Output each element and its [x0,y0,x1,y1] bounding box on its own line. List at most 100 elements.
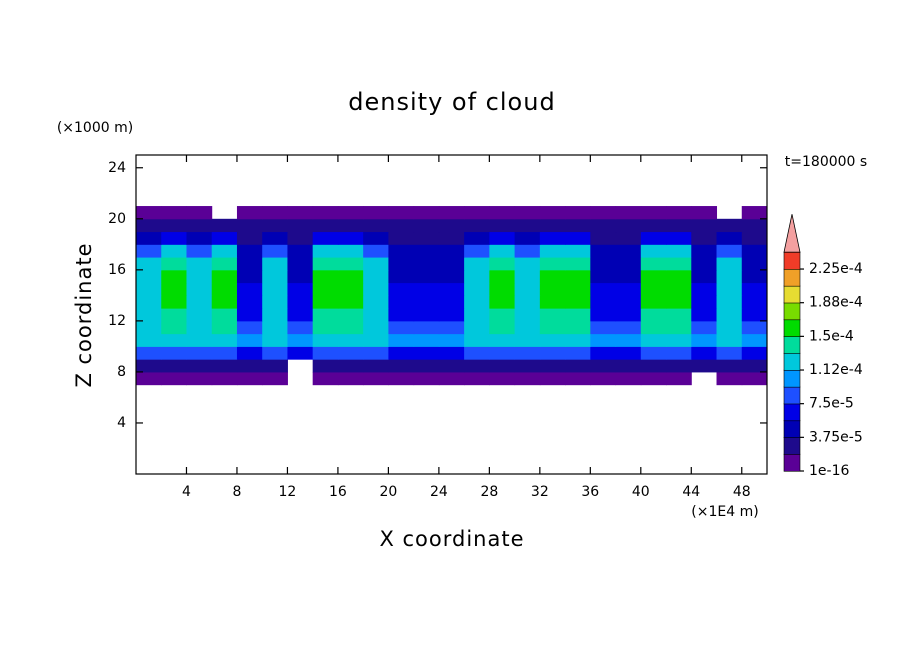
cell [514,244,541,258]
cell [590,320,617,335]
cell [211,308,238,322]
cell [388,308,415,322]
cell [161,269,187,284]
cell [539,244,566,258]
cell [489,231,516,245]
cell [438,333,465,347]
cell [186,218,213,233]
cell [666,346,692,360]
cell [236,295,263,309]
cell [363,320,389,335]
cell [539,257,566,271]
cell [615,269,642,284]
cell [438,231,465,245]
cell [691,295,718,309]
cell [489,282,516,296]
cell [262,269,288,284]
cell [565,333,591,347]
cell [186,206,213,220]
cell [691,333,718,347]
cell [640,282,667,296]
cell [464,206,490,220]
cell [640,346,667,360]
cell [438,346,465,360]
cell [161,359,187,373]
cell [236,218,263,233]
cell [262,320,288,335]
cell [514,359,541,373]
cell [136,333,162,347]
cell [464,282,490,296]
cell [186,295,213,309]
colorbar-band [783,453,801,472]
cell [161,295,187,309]
cell [539,282,566,296]
cell [186,346,213,360]
cell [590,371,617,386]
y-tick-label: 12 [108,313,126,329]
cell [136,218,162,233]
cell [464,244,490,258]
colorbar-band [783,285,801,304]
cell [236,282,263,296]
cell [413,295,440,309]
cell [666,257,692,271]
cell [514,371,541,386]
cell [741,269,768,284]
cell [640,269,667,284]
cell [388,231,415,245]
y-tick-label: 24 [108,160,126,176]
cell [186,269,213,284]
x-tick-label: 4 [182,484,191,500]
cell [514,231,541,245]
cell [413,231,440,245]
cell [615,282,642,296]
cell [539,359,566,373]
cell [161,282,187,296]
colorbar-band [783,302,801,321]
x-tick-label: 36 [581,484,599,500]
cell [413,269,440,284]
cell [666,295,692,309]
cell [464,333,490,347]
cell [590,295,617,309]
cell [716,308,743,322]
cell [489,218,516,233]
cell [640,206,667,220]
cell [590,346,617,360]
colorbar-band [783,369,801,388]
cell [287,269,314,284]
cell [262,346,288,360]
cell [565,282,591,296]
x-unit: (×1E4 m) [691,504,758,520]
cell [691,346,718,360]
cell [388,218,415,233]
cell [615,320,642,335]
cell [388,282,415,296]
field [136,206,768,386]
cell [161,257,187,271]
cell [615,333,642,347]
cell [716,269,743,284]
cell [262,206,288,220]
cell [640,320,667,335]
cell [236,257,263,271]
cell [262,282,288,296]
cell [413,371,440,386]
x-tick-label: 44 [682,484,700,500]
cell [464,257,490,271]
cell [565,257,591,271]
y-axis-title: Z coordinate [72,242,96,387]
cell [136,269,162,284]
time-label: t=180000 s [785,154,867,170]
cell [565,371,591,386]
cell [438,320,465,335]
cell [287,308,314,322]
cell [691,257,718,271]
cell [312,257,339,271]
cell [388,295,415,309]
cell [413,206,440,220]
cell [691,359,718,373]
cell [590,269,617,284]
cell [590,218,617,233]
